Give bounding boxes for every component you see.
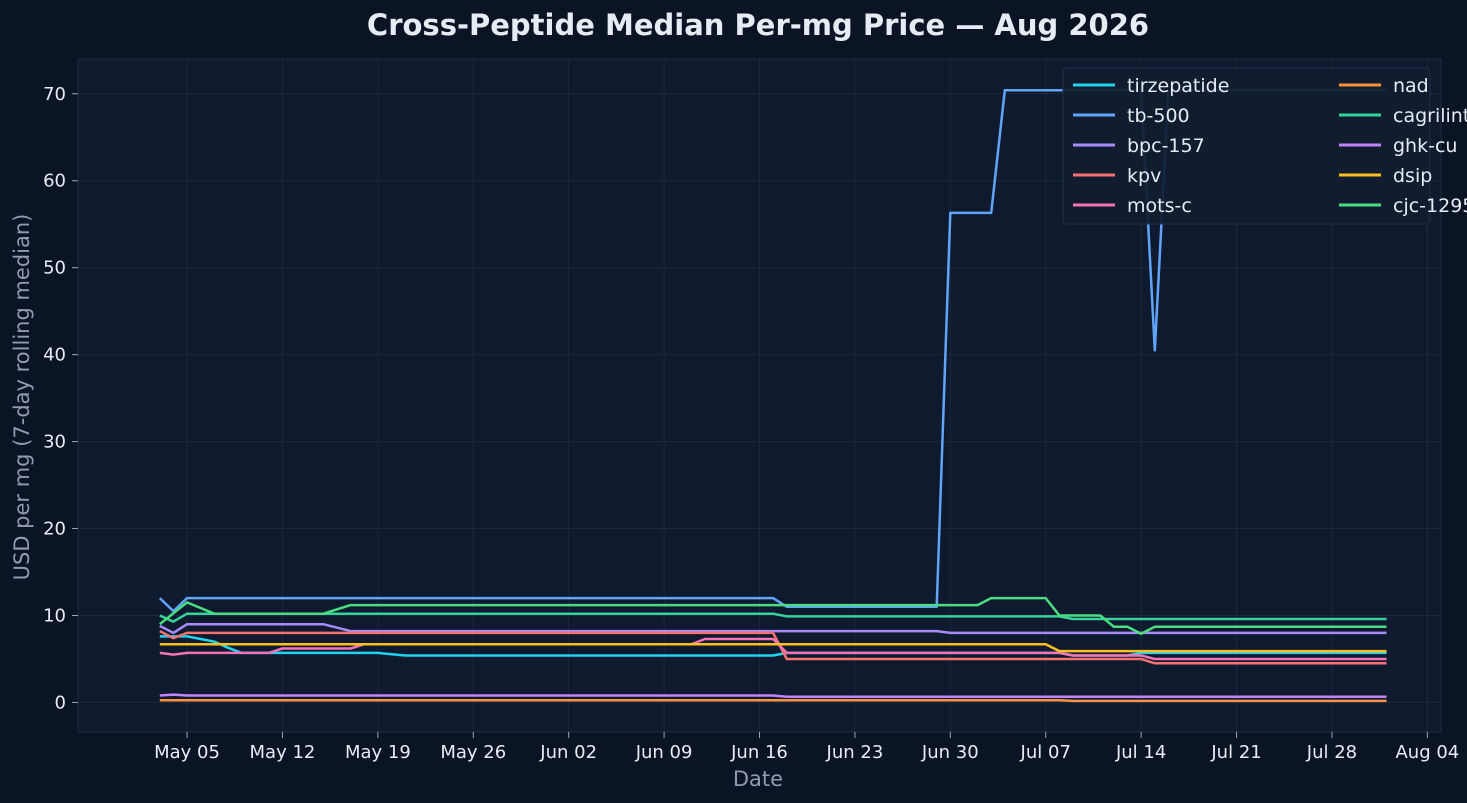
- legend-label-cjc-1295: cjc-1295: [1393, 195, 1467, 217]
- y-tick-label: 10: [43, 605, 66, 626]
- y-tick-label: 40: [43, 345, 66, 366]
- series-line-mots-c: [159, 637, 1387, 661]
- legend-label-nad: nad: [1393, 75, 1429, 97]
- x-tick-label: Jun 30: [921, 742, 979, 763]
- x-tick-label: Jul 14: [1115, 742, 1166, 763]
- y-tick-label: 20: [43, 519, 66, 540]
- y-tick-label: 70: [43, 84, 66, 105]
- chart-title: Cross-Peptide Median Per-mg Price — Aug …: [367, 8, 1149, 42]
- legend-label-bpc-157: bpc-157: [1127, 135, 1205, 157]
- y-tick-label: 30: [43, 432, 66, 453]
- x-tick-label: Aug 04: [1395, 742, 1459, 763]
- x-axis-label: Date: [733, 767, 783, 791]
- series-line-ghk-cu: [159, 693, 1387, 699]
- series-line-bpc-157: [159, 622, 1387, 635]
- legend-label-dsip: dsip: [1393, 165, 1432, 187]
- y-axis: 0 10 20 30 40 50 60 70: [43, 84, 78, 713]
- x-tick-label: May 19: [345, 742, 411, 763]
- series-lines: [158, 89, 1387, 703]
- series-line-nad: [159, 699, 1387, 703]
- series-line-cagrilintide: [159, 612, 1387, 623]
- legend: tirzepatide tb-500 bpc-157 kpv mots-c nad cagr…: [1062, 67, 1467, 225]
- x-tick-label: Jul 07: [1020, 742, 1071, 763]
- y-tick-label: 60: [43, 171, 66, 192]
- series-line-tb-500: [158, 89, 1387, 613]
- x-tick-label: Jul 21: [1210, 742, 1261, 763]
- x-tick-label: May 26: [440, 742, 506, 763]
- x-tick-label: Jun 09: [635, 742, 693, 763]
- legend-label-ghk-cu: ghk-cu: [1393, 135, 1457, 157]
- x-tick-label: May 05: [154, 742, 220, 763]
- series-line-cjc-1295: [159, 596, 1387, 635]
- x-tick-label: Jun 02: [539, 742, 597, 763]
- legend-label-tirzepatide: tirzepatide: [1127, 75, 1229, 97]
- legend-box: [1062, 67, 1431, 225]
- gridlines: [78, 59, 1441, 732]
- series-line-dsip: [159, 642, 1387, 653]
- x-tick-label: May 12: [250, 742, 316, 763]
- y-axis-label: USD per mg (7-day rolling median): [10, 214, 34, 581]
- legend-label-cagrilintide: cagrilintide: [1393, 105, 1467, 127]
- y-tick-label: 50: [43, 258, 66, 279]
- x-tick-label: Jun 23: [826, 742, 884, 763]
- x-tick-label: Jul 28: [1306, 742, 1357, 763]
- legend-label-kpv: kpv: [1127, 165, 1161, 187]
- y-tick-label: 0: [55, 692, 66, 713]
- legend-label-mots-c: mots-c: [1127, 195, 1192, 217]
- x-axis: May 05 May 12 May 19 May 26 Jun 02 Jun 09 Jun …: [154, 732, 1459, 763]
- legend-label-tb-500: tb-500: [1127, 105, 1190, 127]
- x-tick-label: Jun 16: [730, 742, 788, 763]
